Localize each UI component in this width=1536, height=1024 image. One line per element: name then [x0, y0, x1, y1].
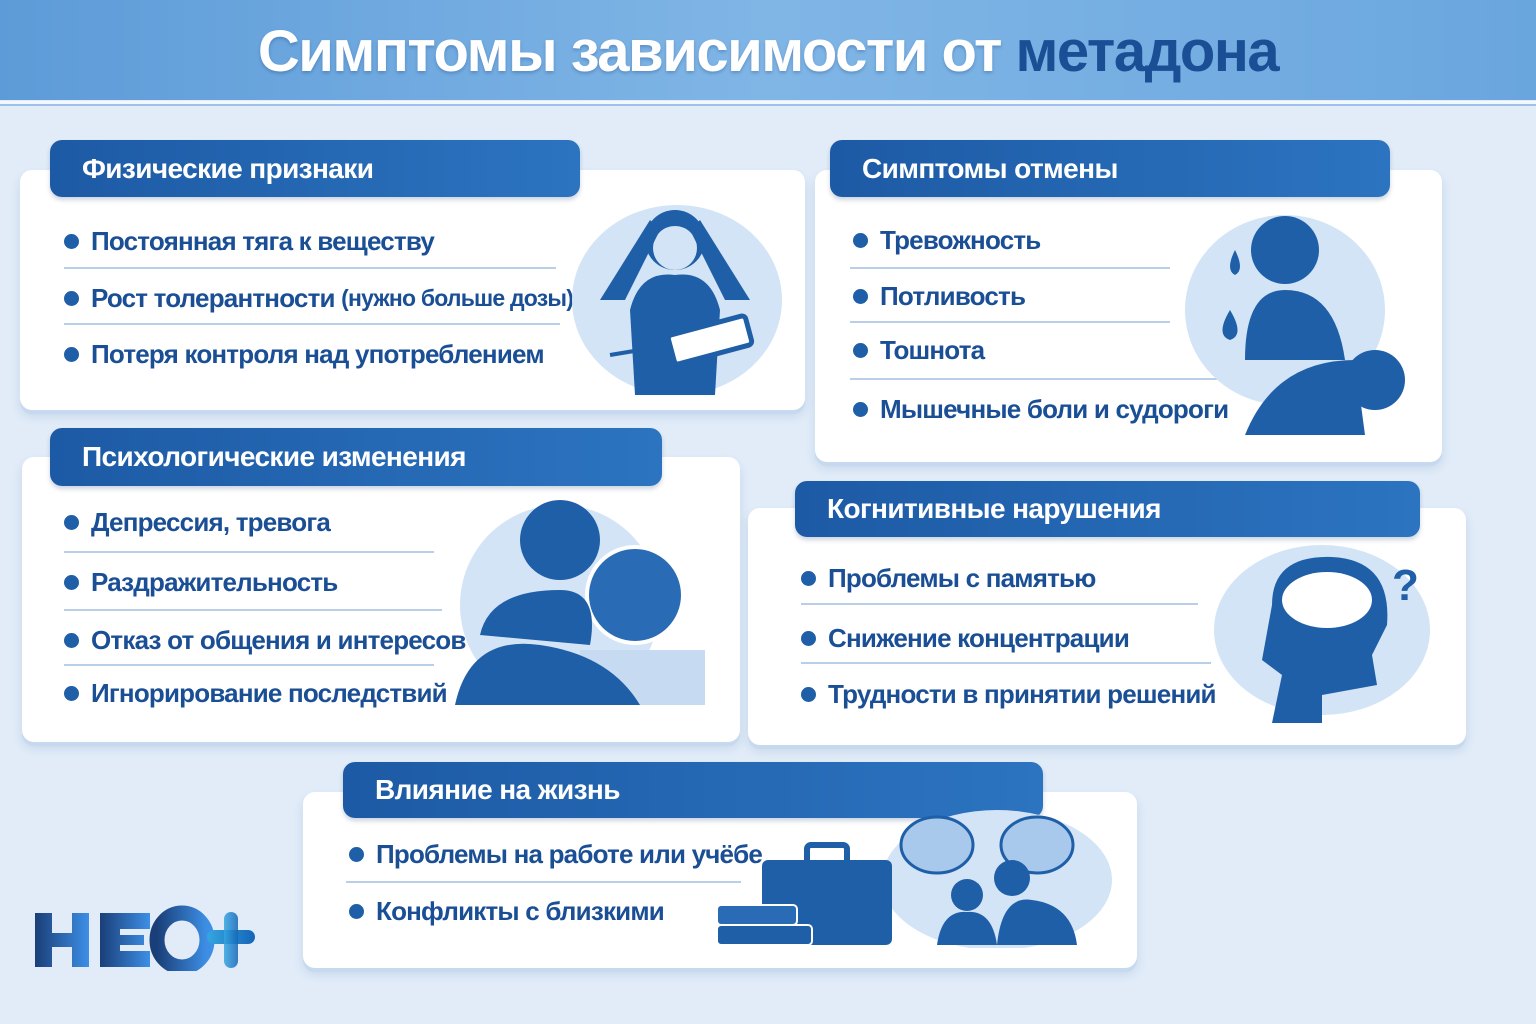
- item-text: Проблемы с памятью: [828, 563, 1096, 593]
- item-text: Трудности в принятии решений: [828, 679, 1217, 709]
- bullet-icon: [64, 291, 79, 306]
- craving-syringe-illustration: [572, 205, 782, 395]
- bullet-icon: [801, 571, 816, 586]
- divider: [64, 267, 556, 269]
- list-item: Мышечные боли и судороги: [853, 394, 1229, 425]
- divider: [801, 662, 1211, 664]
- bullet-icon: [853, 402, 868, 417]
- item-text: Конфликты с близкими: [376, 896, 665, 926]
- item-text: Раздражительность: [91, 567, 338, 597]
- list-item: Потеря контроля над употреблением: [64, 339, 545, 370]
- bullet-icon: [64, 234, 79, 249]
- cognitive-title: Когнитивные нарушения: [795, 481, 1420, 537]
- item-text: Постоянная тяга к веществу: [91, 226, 435, 256]
- list-item: Трудности в принятии решений: [801, 679, 1217, 710]
- neo-plus-logo: [35, 905, 255, 971]
- list-item: Депрессия, тревога: [64, 507, 331, 538]
- physical-title: Физические признаки: [50, 140, 580, 197]
- list-item: Игнорирование последствий: [64, 678, 448, 709]
- list-item: Постоянная тяга к веществу: [64, 226, 435, 257]
- item-text: Тревожность: [880, 225, 1041, 255]
- bullet-icon: [64, 515, 79, 530]
- bullet-icon: [853, 289, 868, 304]
- item-text: Потеря контроля над употреблением: [91, 339, 545, 369]
- item-text: Потливость: [880, 281, 1026, 311]
- list-item: Конфликты с близкими: [349, 896, 665, 927]
- bullet-icon: [801, 687, 816, 702]
- list-item: Тошнота: [853, 335, 985, 366]
- svg-text:?: ?: [1392, 561, 1419, 610]
- list-item: Потливость: [853, 281, 1026, 312]
- list-item: Снижение концентрации: [801, 623, 1130, 654]
- item-text: Проблемы на работе или учёбе: [376, 839, 763, 869]
- item-text: Игнорирование последствий: [91, 678, 448, 708]
- item-text: Отказ от общения и интересов: [91, 625, 466, 655]
- bullet-icon: [853, 233, 868, 248]
- header-banner: [0, 0, 1536, 100]
- list-item: Рост толерантности (нужно больше дозы): [64, 283, 574, 314]
- header-divider: [0, 101, 1536, 106]
- life-title: Влияние на жизнь: [343, 762, 1043, 818]
- item-text: Снижение концентрации: [828, 623, 1130, 653]
- page-title: Симптомы зависимости от метадона: [0, 18, 1536, 85]
- brain-confusion-illustration: ?: [1214, 545, 1430, 723]
- title-accent: метадона: [1015, 19, 1280, 84]
- sweating-nausea-illustration: [1185, 215, 1405, 435]
- bullet-icon: [64, 347, 79, 362]
- withdrawal-title: Симптомы отмены: [830, 140, 1390, 197]
- divider: [850, 267, 1170, 269]
- bullet-icon: [349, 847, 364, 862]
- title-main: Симптомы зависимости от: [257, 19, 1016, 84]
- bullet-icon: [64, 633, 79, 648]
- bullet-icon: [64, 575, 79, 590]
- bullet-icon: [801, 631, 816, 646]
- item-text: Мышечные боли и судороги: [880, 394, 1229, 424]
- bullet-icon: [64, 686, 79, 701]
- item-note: (нужно больше дозы): [341, 285, 574, 311]
- depression-anger-illustration: [455, 500, 705, 705]
- item-text: Тошнота: [880, 335, 985, 365]
- bullet-icon: [853, 343, 868, 358]
- divider: [801, 603, 1198, 605]
- list-item: Проблемы с памятью: [801, 563, 1096, 594]
- divider: [850, 378, 1220, 380]
- list-item: Тревожность: [853, 225, 1041, 256]
- divider: [64, 323, 560, 325]
- divider: [64, 609, 442, 611]
- work-conflict-illustration: [716, 810, 1112, 948]
- psych-title: Психологические изменения: [50, 428, 662, 486]
- item-text: Рост толерантности: [91, 283, 336, 313]
- bullet-icon: [349, 904, 364, 919]
- list-item: Раздражительность: [64, 567, 338, 598]
- item-text: Депрессия, тревога: [91, 507, 331, 537]
- divider: [64, 551, 434, 553]
- divider: [64, 664, 434, 666]
- divider: [346, 881, 741, 883]
- list-item: Отказ от общения и интересов: [64, 625, 466, 656]
- divider: [850, 321, 1170, 323]
- list-item: Проблемы на работе или учёбе: [349, 839, 763, 870]
